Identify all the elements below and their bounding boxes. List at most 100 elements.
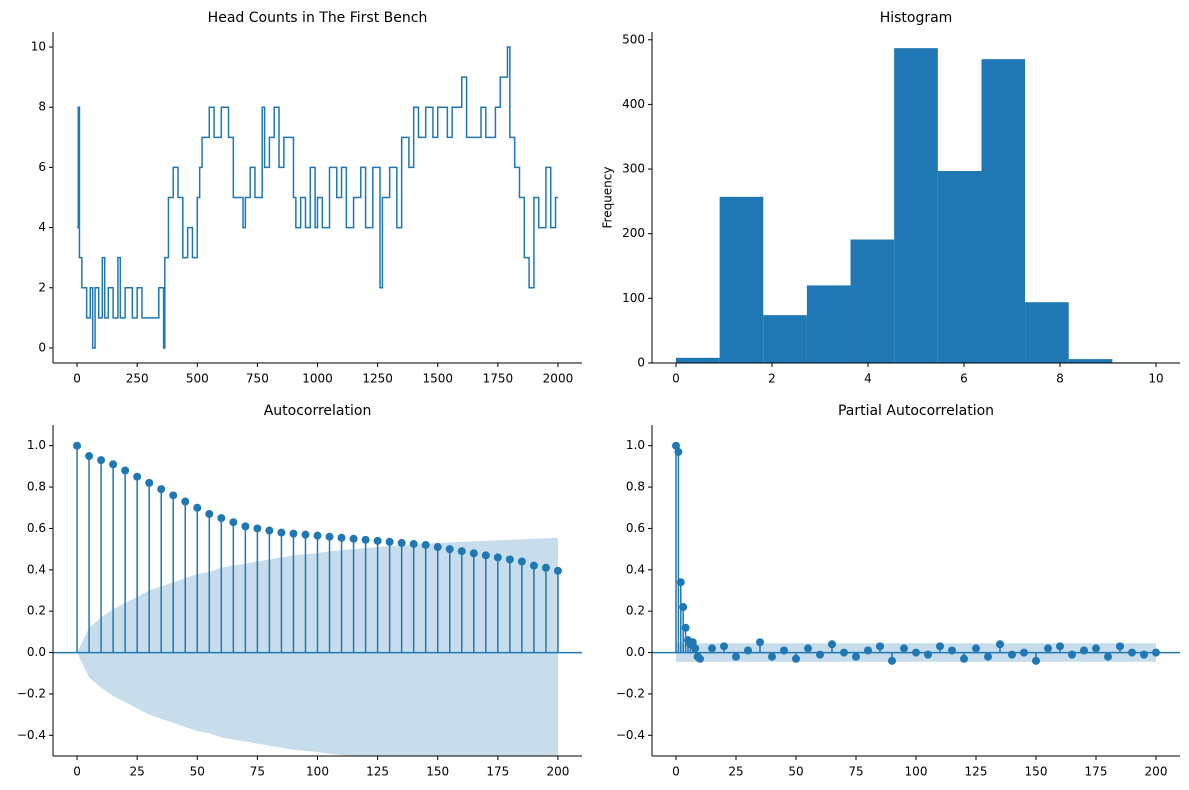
stem-marker: [840, 648, 848, 657]
stem-marker: [780, 646, 788, 655]
x-tick-label: 200: [547, 765, 570, 779]
stem-marker: [888, 656, 896, 665]
x-tick-label: 8: [1056, 372, 1064, 386]
stem-marker: [445, 545, 454, 554]
histogram-bar: [1025, 302, 1069, 363]
x-tick-label: 0: [73, 372, 81, 386]
x-tick-label: 150: [1025, 765, 1048, 779]
x-tick-label: 500: [186, 372, 209, 386]
stem-marker: [1068, 650, 1076, 659]
stem-marker: [1140, 650, 1148, 659]
x-tick-label: 50: [190, 765, 205, 779]
stem-marker: [912, 648, 920, 657]
plot-area: [676, 48, 1156, 363]
chart-title: Histogram: [880, 10, 953, 26]
histogram-bar: [937, 170, 982, 363]
stem-marker: [529, 561, 538, 570]
y-tick-label: 1.0: [626, 438, 645, 452]
stem-marker: [313, 531, 322, 540]
histogram-bar: [850, 239, 895, 363]
stem-marker: [804, 644, 812, 653]
histogram-bar: [806, 285, 851, 363]
y-tick-label: 2: [38, 280, 46, 294]
stem-marker: [421, 540, 430, 549]
stem-marker: [1044, 644, 1052, 653]
stem-marker: [217, 514, 226, 523]
stem-marker: [193, 503, 202, 512]
stem-marker: [493, 553, 502, 562]
x-tick-label: 150: [426, 765, 449, 779]
stem-marker: [301, 530, 310, 539]
stem-marker: [169, 491, 178, 500]
stem-marker: [864, 646, 872, 655]
y-tick-label: −0.4: [17, 728, 46, 742]
x-tick-label: 75: [848, 765, 863, 779]
stem-marker: [996, 640, 1004, 649]
stem-marker: [674, 447, 683, 456]
stem-marker: [691, 644, 700, 653]
stem-marker: [900, 644, 908, 653]
stem-marker: [205, 509, 214, 518]
x-tick-label: 125: [366, 765, 389, 779]
y-tick-label: 0.6: [27, 521, 46, 535]
stem-marker: [289, 529, 298, 538]
stem-marker: [984, 652, 992, 661]
plot-area: [77, 46, 558, 349]
x-tick-label: 2: [768, 372, 776, 386]
subplot: Partial Autocorrelation 0 25 50 75 100 125 150 1…: [616, 403, 1180, 779]
x-tick-label: 1500: [422, 372, 453, 386]
stem-marker: [133, 472, 142, 481]
histogram-bar: [719, 196, 764, 363]
stem-marker: [681, 623, 690, 632]
stem-marker: [109, 460, 118, 469]
x-tick-label: 750: [246, 372, 269, 386]
stem-marker: [253, 524, 262, 533]
y-tick-label: 4: [38, 220, 46, 234]
stem-marker: [679, 603, 688, 612]
stem-marker: [265, 526, 274, 535]
stem-marker: [936, 642, 944, 651]
stem-marker: [1092, 644, 1100, 653]
stem-marker: [720, 642, 728, 651]
x-tick-label: 25: [728, 765, 743, 779]
x-tick-label: 75: [250, 765, 265, 779]
y-tick-label: 400: [622, 97, 645, 111]
stem-marker: [505, 555, 514, 564]
stem-marker: [1152, 648, 1160, 657]
stem-marker: [85, 452, 94, 461]
y-tick-label: 1.0: [27, 438, 46, 452]
stem-marker: [1032, 656, 1040, 665]
y-tick-label: 8: [38, 100, 46, 114]
histogram-bar: [894, 48, 938, 363]
x-tick-label: 200: [1145, 765, 1168, 779]
chart-title: Autocorrelation: [264, 403, 372, 419]
plot-area: [652, 441, 1180, 665]
y-tick-label: 0: [38, 340, 46, 354]
x-tick-label: 250: [126, 372, 149, 386]
stem-marker: [337, 533, 346, 542]
histogram-bar: [1068, 359, 1113, 363]
stem-marker: [828, 640, 836, 649]
y-tick-label: 10: [31, 40, 46, 54]
stem-marker: [361, 535, 370, 544]
y-tick-label: 0.2: [626, 604, 645, 618]
x-tick-label: 175: [486, 765, 509, 779]
stem-marker: [972, 644, 980, 653]
x-tick-label: 4: [864, 372, 872, 386]
y-tick-label: 6: [38, 160, 46, 174]
stem-marker: [97, 456, 106, 465]
y-tick-label: −0.4: [616, 728, 645, 742]
x-tick-label: 1750: [483, 372, 514, 386]
x-tick-label: 1000: [302, 372, 333, 386]
x-tick-label: 50: [788, 765, 803, 779]
y-tick-label: 0.4: [626, 562, 645, 576]
y-tick-label: 0.4: [27, 562, 46, 576]
stem-marker: [397, 538, 406, 547]
stem-marker: [708, 644, 716, 653]
histogram-bar: [763, 315, 807, 363]
y-tick-label: 0.0: [626, 645, 645, 659]
stem-marker: [457, 547, 466, 556]
stem-marker: [181, 497, 190, 506]
stem-marker: [1128, 648, 1136, 657]
